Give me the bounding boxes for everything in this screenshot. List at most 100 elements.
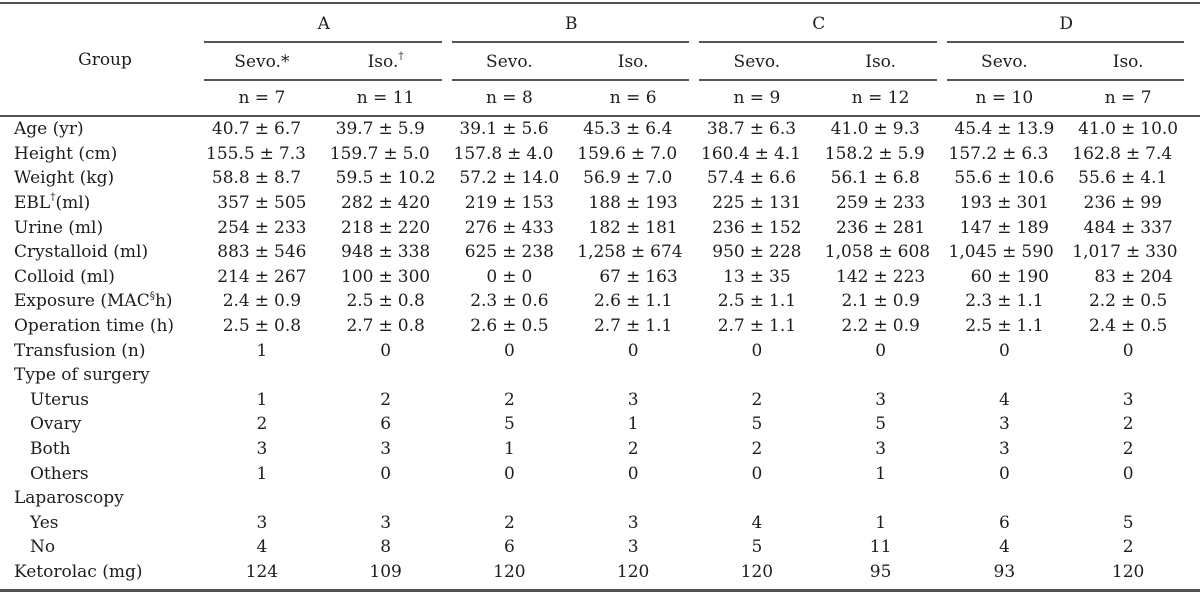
plus-minus-sign: ± — [749, 291, 764, 312]
plus-minus-sign: ± — [507, 143, 522, 164]
value-cell: 2 — [1066, 437, 1190, 462]
plus-minus-sign: ± — [1121, 119, 1136, 140]
cell-value: 1 — [256, 340, 268, 361]
row-label-text: No — [30, 537, 56, 558]
sd-value: 0.6 — [521, 291, 549, 312]
value-cell: 2 — [571, 437, 695, 462]
mean-value: 236 — [1083, 193, 1116, 214]
plus-minus-sign: ± — [502, 193, 517, 214]
value-cell: 0 — [695, 338, 819, 363]
value-cell: 5 — [819, 412, 943, 437]
mean-value: 13 — [723, 266, 745, 287]
group-header-A: A — [200, 4, 448, 43]
cell-value: 3 — [380, 439, 392, 460]
sd-value: 674 — [650, 242, 683, 263]
value-cell: 59.5 ±10.2 — [324, 166, 448, 191]
sd-value: 10.6 — [1016, 168, 1055, 189]
mean-value: 254 — [217, 217, 250, 238]
cell-value: 4 — [998, 389, 1010, 410]
plus-minus-sign: ± — [254, 217, 269, 238]
sd-value: 6.3 — [1021, 143, 1049, 164]
plus-minus-sign: ± — [997, 217, 1012, 238]
sd-value: 0.9 — [274, 291, 302, 312]
mean-value: 157.2 — [948, 143, 998, 164]
mean-value: 67 — [599, 266, 621, 287]
plus-minus-sign: ± — [378, 193, 393, 214]
subcolumn-label: Iso. — [865, 52, 897, 72]
value-cell: 3 — [200, 511, 324, 536]
plus-minus-sign: ± — [997, 291, 1012, 312]
mean-value: 2.2 — [1088, 291, 1116, 312]
value-cell: 41.0 ±10.0 — [1066, 117, 1190, 142]
value-cell: 0 — [324, 338, 448, 363]
mean-value: 357 — [217, 193, 250, 214]
value-cell: 40.7 ±6.7 — [200, 117, 324, 142]
sd-value: 0.5 — [1140, 291, 1168, 312]
cell-value: 0 — [751, 340, 763, 361]
mean-value: 38.7 — [706, 119, 745, 140]
value-cell: 948 ±338 — [324, 240, 448, 265]
value-cell — [819, 363, 943, 388]
cell-value: 3 — [627, 512, 639, 533]
row-label-text: Age (yr) — [14, 119, 84, 140]
plus-minus-sign: ± — [1121, 291, 1136, 312]
value-cell — [448, 363, 572, 388]
value-cell: 214 ±267 — [200, 265, 324, 290]
sd-value: 131 — [769, 193, 802, 214]
cell-value: 2 — [503, 512, 515, 533]
plus-minus-sign: ± — [1121, 168, 1136, 189]
cell-value: 1 — [256, 389, 268, 410]
value-cell: 1 — [200, 461, 324, 486]
value-cell: 5 — [448, 412, 572, 437]
sd-value: 505 — [274, 193, 307, 214]
value-cell: 4 — [943, 388, 1067, 413]
value-cell: 2.6 ±0.5 — [448, 314, 572, 339]
sd-value: 181 — [645, 217, 678, 238]
sd-value: 189 — [1016, 217, 1049, 238]
value-cell: 219 ±153 — [448, 191, 572, 216]
value-cell: 45.4 ±13.9 — [943, 117, 1067, 142]
value-cell: 60 ±190 — [943, 265, 1067, 290]
value-cell: 1,258 ±674 — [571, 240, 695, 265]
plus-minus-sign: ± — [1125, 242, 1141, 263]
value-cell — [1066, 363, 1190, 388]
value-cell: 6 — [943, 511, 1067, 536]
subcolumn-underline-rule — [323, 79, 442, 81]
value-cell: 0 — [819, 338, 943, 363]
mean-value: 57.2 — [459, 168, 498, 189]
row-label-text: Yes — [30, 512, 59, 533]
cell-value: 5 — [751, 414, 763, 435]
subcolumn-header: Iso. — [818, 43, 943, 81]
subcolumn-underline-rule — [571, 79, 689, 81]
value-cell: 0 — [943, 338, 1067, 363]
value-cell: 276 ±433 — [448, 215, 572, 240]
mean-value: 60 — [970, 266, 993, 287]
value-cell: 2.5 ±0.8 — [324, 289, 448, 314]
sd-value: 238 — [521, 242, 554, 263]
value-cell: 0 ±0 — [448, 265, 572, 290]
mean-value: 155.5 — [206, 143, 255, 164]
value-cell: 3 — [943, 437, 1067, 462]
plus-minus-sign: ± — [502, 266, 517, 287]
group-underline-rule — [699, 41, 937, 43]
sd-value: 6.6 — [769, 168, 797, 189]
sd-value: 608 — [897, 242, 931, 263]
value-cell: 95 — [819, 560, 943, 585]
group-underline-rule — [946, 41, 1184, 43]
n-count-label: n = 11 — [356, 88, 415, 108]
value-cell: 950 ±228 — [695, 240, 819, 265]
cell-value: 1 — [627, 414, 639, 435]
subcolumn-header: Iso. — [571, 43, 695, 81]
mean-value: 2.7 — [717, 316, 745, 337]
value-cell: 2.3 ±0.6 — [448, 289, 572, 314]
row-label-text: Laparoscopy — [14, 488, 124, 509]
value-cell: 3 — [200, 437, 324, 462]
cell-value: 3 — [1122, 389, 1134, 410]
value-cell: 55.6 ±4.1 — [1066, 166, 1190, 191]
sd-value: 330 — [1145, 242, 1178, 263]
plus-minus-sign: ± — [626, 193, 641, 214]
sd-value: 5.9 — [897, 143, 925, 164]
value-cell: 4 — [695, 511, 819, 536]
mean-value: 45.4 — [954, 119, 993, 140]
row-label-text: Others — [30, 463, 89, 484]
